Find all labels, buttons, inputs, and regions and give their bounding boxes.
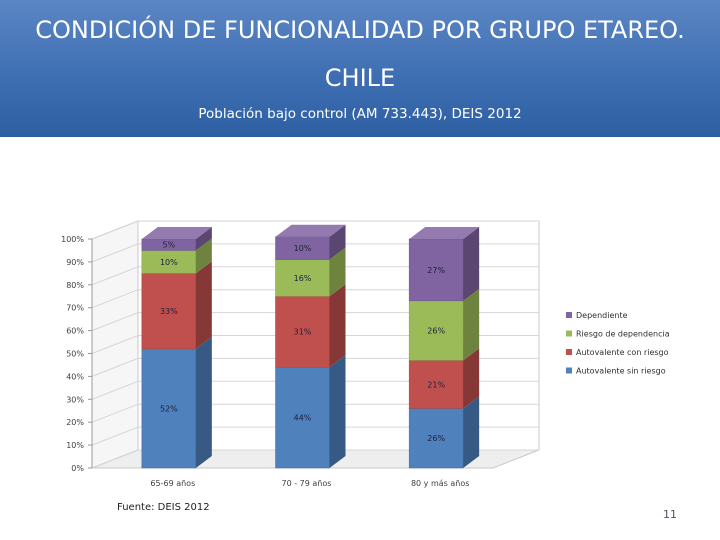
y-tick-label: 60% bbox=[66, 327, 84, 336]
data-label: 26% bbox=[427, 327, 445, 336]
bar-segment-side bbox=[195, 238, 212, 274]
x-tick-label: 65-69 años bbox=[150, 479, 195, 488]
gridline bbox=[91, 426, 539, 446]
y-tick-label: 50% bbox=[66, 350, 84, 359]
data-label: 26% bbox=[427, 434, 445, 443]
slide-title-line2: CHILE bbox=[324, 64, 396, 92]
bar-segment bbox=[275, 296, 330, 368]
y-tick-label: 70% bbox=[66, 304, 84, 313]
data-label: 44% bbox=[294, 414, 312, 423]
bar-segment-side bbox=[329, 224, 346, 260]
bar-top bbox=[141, 227, 212, 239]
legend-swatch bbox=[566, 330, 572, 337]
bar-segment bbox=[408, 360, 464, 409]
legend-label: Autovalente con riesgo bbox=[576, 348, 669, 357]
bar-segment-side bbox=[329, 247, 346, 297]
data-label: 16% bbox=[294, 274, 312, 283]
data-label: 21% bbox=[427, 380, 445, 389]
bar-segment-side bbox=[463, 288, 480, 361]
legend-label: Dependiente bbox=[576, 311, 628, 320]
y-tick-label: 30% bbox=[66, 395, 84, 404]
gridline bbox=[91, 289, 539, 309]
legend-label: Riesgo de dependencia bbox=[576, 330, 670, 339]
data-label: 5% bbox=[162, 241, 175, 250]
slide-subtitle: Población bajo control (AM 733.443), DEI… bbox=[198, 106, 522, 122]
legend-swatch bbox=[566, 312, 572, 318]
x-tick-label: 80 y más años bbox=[411, 479, 469, 488]
x-tick-label: 70 - 79 años bbox=[282, 479, 332, 488]
gridline bbox=[91, 403, 539, 423]
y-tick-label: 100% bbox=[61, 235, 84, 244]
gridline bbox=[91, 380, 539, 400]
bar-segment-side bbox=[195, 336, 212, 468]
bar-segment-side bbox=[195, 227, 212, 251]
y-tick-label: 90% bbox=[66, 258, 84, 267]
gridline bbox=[91, 266, 539, 286]
gridline bbox=[91, 449, 539, 469]
bar-segment-side bbox=[329, 355, 346, 468]
bar-segment-side bbox=[195, 261, 212, 349]
data-label: 10% bbox=[160, 258, 178, 267]
legend-swatch bbox=[566, 367, 572, 374]
legend-swatch bbox=[566, 349, 572, 355]
data-label: 10% bbox=[294, 244, 312, 253]
bar-segment-side bbox=[463, 227, 480, 301]
gridline bbox=[91, 335, 539, 354]
y-tick-label: 80% bbox=[66, 281, 84, 290]
slide-title-line1: CONDICIÓN DE FUNCIONALIDAD POR GRUPO ETA… bbox=[35, 16, 685, 44]
bar-segment bbox=[408, 238, 464, 302]
bar-segment bbox=[141, 348, 197, 469]
title-banner bbox=[0, 0, 720, 137]
gridline bbox=[91, 312, 539, 332]
bar-segment bbox=[275, 366, 330, 469]
source-note: Fuente: DEIS 2012 bbox=[117, 502, 210, 513]
bar-segment bbox=[408, 408, 464, 469]
y-tick-label: 0% bbox=[71, 464, 84, 473]
legend-label: Autovalente sin riesgo bbox=[576, 367, 666, 376]
bar-segment-side bbox=[463, 348, 480, 409]
gridline bbox=[91, 357, 539, 377]
bar-top bbox=[409, 227, 480, 239]
data-label: 31% bbox=[294, 328, 312, 337]
data-label: 52% bbox=[160, 404, 178, 413]
data-label: 27% bbox=[427, 266, 445, 275]
bar-segment bbox=[141, 273, 197, 350]
y-tick-label: 10% bbox=[66, 441, 84, 450]
gridline bbox=[91, 220, 539, 240]
y-tick-label: 20% bbox=[66, 418, 84, 427]
bar-top bbox=[275, 224, 346, 237]
bar-segment-side bbox=[463, 396, 480, 468]
gridline bbox=[91, 243, 539, 263]
bar-segment-side bbox=[329, 284, 346, 368]
data-label: 33% bbox=[160, 307, 178, 316]
bar-segment bbox=[408, 300, 464, 361]
page-number: 11 bbox=[663, 508, 677, 521]
y-tick-label: 40% bbox=[66, 372, 84, 381]
